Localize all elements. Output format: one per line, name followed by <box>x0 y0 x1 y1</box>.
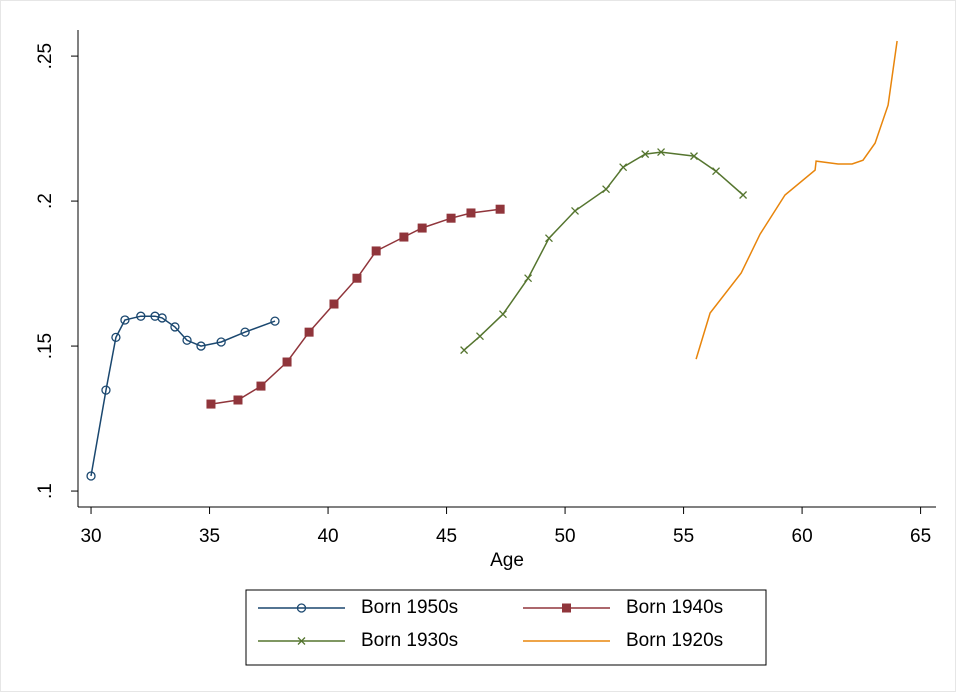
marker <box>619 163 628 172</box>
marker <box>196 341 206 351</box>
marker <box>352 273 362 283</box>
marker <box>329 299 339 309</box>
legend-label: Born 1950s <box>361 597 458 618</box>
x-tick-label: 65 <box>910 526 931 547</box>
x-tick-label: 50 <box>554 526 575 547</box>
x-tick-label: 30 <box>80 526 101 547</box>
legend-marker <box>296 603 307 613</box>
x-axis-label: Age <box>490 550 524 571</box>
marker <box>544 234 553 243</box>
legend-marker <box>562 603 571 613</box>
marker <box>690 152 698 161</box>
x-tick-label: 35 <box>199 526 220 547</box>
x-tick-label: 40 <box>317 526 338 547</box>
series-line <box>695 40 898 360</box>
marker <box>499 310 507 319</box>
marker <box>182 335 192 345</box>
y-tick-label: .25 <box>35 43 56 69</box>
marker <box>495 204 505 214</box>
x-tick-label: 55 <box>673 526 694 547</box>
marker <box>157 313 167 323</box>
marker <box>170 322 180 332</box>
marker <box>270 316 280 326</box>
marker <box>641 150 650 159</box>
x-tick-label: 45 <box>436 526 457 547</box>
legend-label: Born 1920s <box>626 630 723 651</box>
marker <box>602 185 611 194</box>
marker <box>657 148 666 157</box>
marker <box>256 381 266 391</box>
marker <box>399 232 409 242</box>
marker <box>304 327 314 337</box>
marker <box>233 395 243 405</box>
marker <box>282 357 292 367</box>
marker <box>120 315 130 325</box>
marker <box>712 167 721 176</box>
legend-label: Born 1940s <box>626 597 723 618</box>
series-line <box>90 315 276 477</box>
marker <box>86 471 96 481</box>
legend-box <box>245 589 767 666</box>
y-tick-label: .2 <box>35 193 56 209</box>
marker <box>101 385 111 395</box>
y-tick-label: .1 <box>35 483 56 499</box>
marker <box>111 332 121 343</box>
marker <box>571 206 579 215</box>
x-tick-label: 60 <box>792 526 813 547</box>
marker <box>417 223 427 233</box>
marker <box>739 191 748 199</box>
marker <box>240 327 250 337</box>
marker <box>476 332 484 341</box>
marker <box>216 337 226 347</box>
marker <box>524 274 533 283</box>
marker <box>371 246 381 256</box>
legend-label: Born 1930s <box>361 630 458 651</box>
marker <box>466 208 476 218</box>
y-tick-label: .15 <box>35 333 56 359</box>
marker <box>446 213 456 223</box>
legend-marker <box>297 637 306 645</box>
marker <box>206 399 216 409</box>
marker <box>460 346 469 355</box>
marker <box>136 311 146 321</box>
